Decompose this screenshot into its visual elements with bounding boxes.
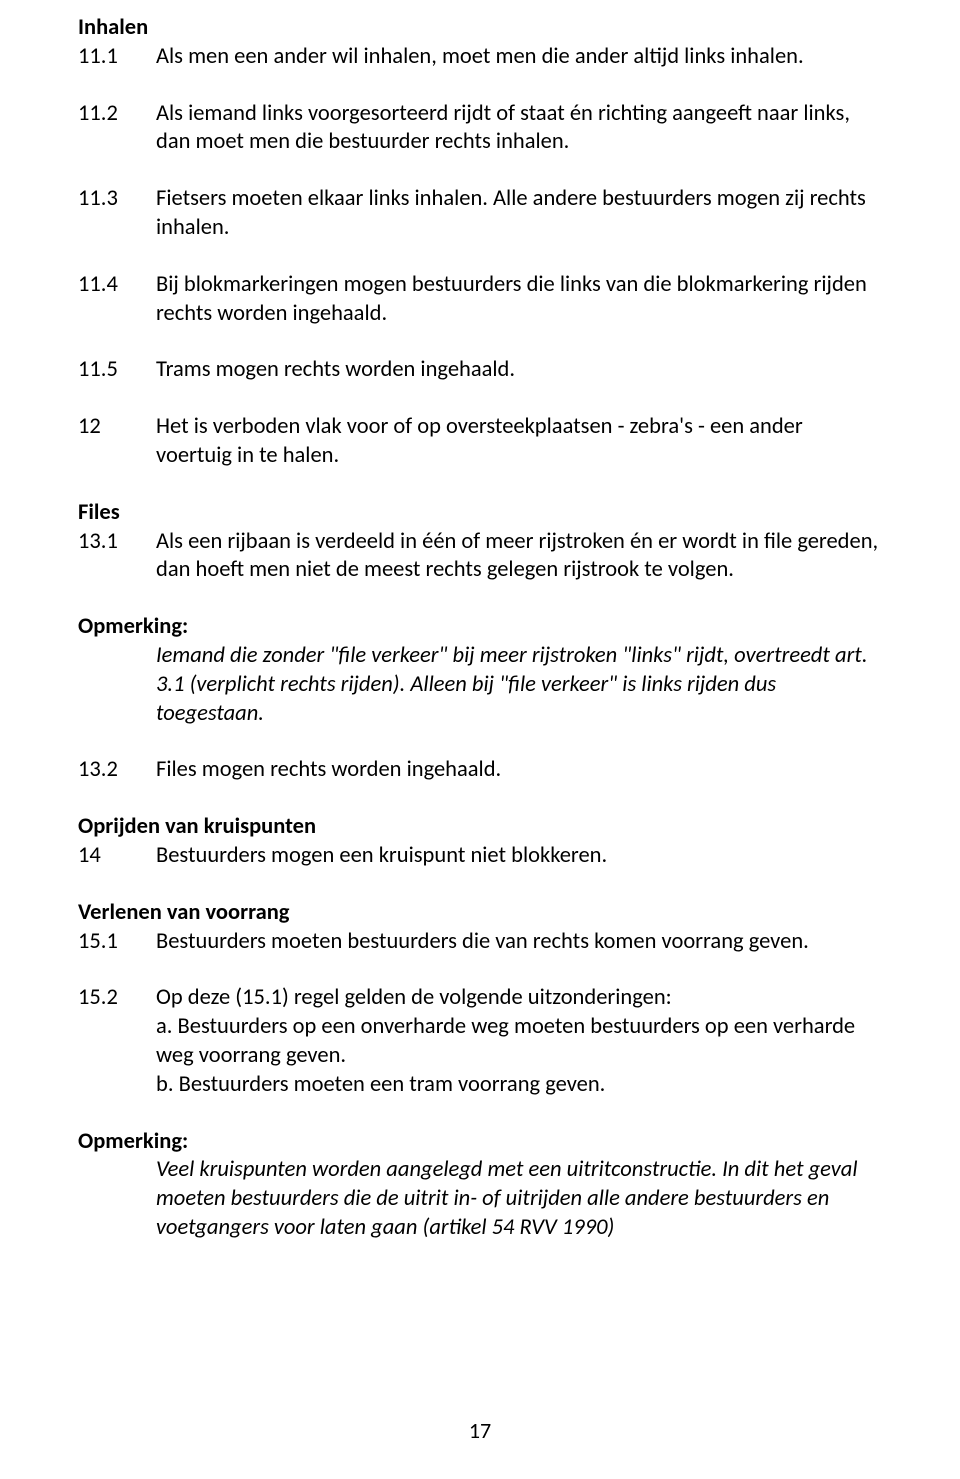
rule-text: Fietsers moeten elkaar links inhalen. Al…: [156, 185, 882, 243]
rule-row: 13.1 Als een rijbaan is verdeeld in één …: [78, 528, 882, 586]
heading-voorrang: Verlenen van voorrang: [78, 899, 882, 928]
rule-text: Als iemand links voorgesorteerd rijdt of…: [156, 100, 882, 158]
rule-text: Als men een ander wil inhalen, moet men …: [156, 43, 882, 72]
rule-number: 14: [78, 842, 156, 871]
rule-sub-b: b. Bestuurders moeten een tram voorrang …: [156, 1071, 882, 1100]
note-text: Iemand die zonder "file verkeer" bij mee…: [78, 642, 882, 728]
rule-number: 15.1: [78, 928, 156, 957]
rule-row: 15.1 Bestuurders moeten bestuurders die …: [78, 928, 882, 957]
note-text: Veel kruispunten worden aangelegd met ee…: [78, 1156, 882, 1242]
heading-files: Files: [78, 499, 882, 528]
rule-text: Bestuurders mogen een kruispunt niet blo…: [156, 842, 882, 871]
rule-text: Trams mogen rechts worden ingehaald.: [156, 356, 882, 385]
heading-inhalen: Inhalen: [78, 14, 882, 43]
rule-text-line: Op deze (15.1) regel gelden de volgende …: [156, 984, 882, 1013]
rule-number: 13.2: [78, 756, 156, 785]
rule-row: 15.2 Op deze (15.1) regel gelden de volg…: [78, 984, 882, 1099]
document-page: Inhalen 11.1 Als men een ander wil inhal…: [0, 0, 960, 1479]
rule-row: 11.3 Fietsers moeten elkaar links inhale…: [78, 185, 882, 243]
rule-number: 11.3: [78, 185, 156, 214]
rule-number: 15.2: [78, 984, 156, 1013]
heading-oprijden: Oprijden van kruispunten: [78, 813, 882, 842]
rule-number: 12: [78, 413, 156, 442]
rule-row: 12 Het is verboden vlak voor of op overs…: [78, 413, 882, 471]
note-label: Opmerking:: [78, 613, 882, 642]
rule-row: 11.5 Trams mogen rechts worden ingehaald…: [78, 356, 882, 385]
rule-text: Als een rijbaan is verdeeld in één of me…: [156, 528, 882, 586]
rule-text: Bestuurders moeten bestuurders die van r…: [156, 928, 882, 957]
rule-number: 13.1: [78, 528, 156, 557]
rule-row: 14 Bestuurders mogen een kruispunt niet …: [78, 842, 882, 871]
rule-number: 11.4: [78, 271, 156, 300]
rule-number: 11.5: [78, 356, 156, 385]
page-number: 17: [0, 1417, 960, 1445]
rule-row: 13.2 Files mogen rechts worden ingehaald…: [78, 756, 882, 785]
rule-text: Bij blokmarkeringen mogen bestuurders di…: [156, 271, 882, 329]
rule-number: 11.2: [78, 100, 156, 129]
rule-sub-a: a. Bestuurders op een onverharde weg moe…: [156, 1013, 882, 1071]
rule-text: Het is verboden vlak voor of op overstee…: [156, 413, 882, 471]
rule-text: Op deze (15.1) regel gelden de volgende …: [156, 984, 882, 1099]
rule-number: 11.1: [78, 43, 156, 72]
rule-row: 11.2 Als iemand links voorgesorteerd rij…: [78, 100, 882, 158]
rule-row: 11.1 Als men een ander wil inhalen, moet…: [78, 43, 882, 72]
note-label: Opmerking:: [78, 1128, 882, 1157]
rule-text: Files mogen rechts worden ingehaald.: [156, 756, 882, 785]
rule-row: 11.4 Bij blokmarkeringen mogen bestuurde…: [78, 271, 882, 329]
